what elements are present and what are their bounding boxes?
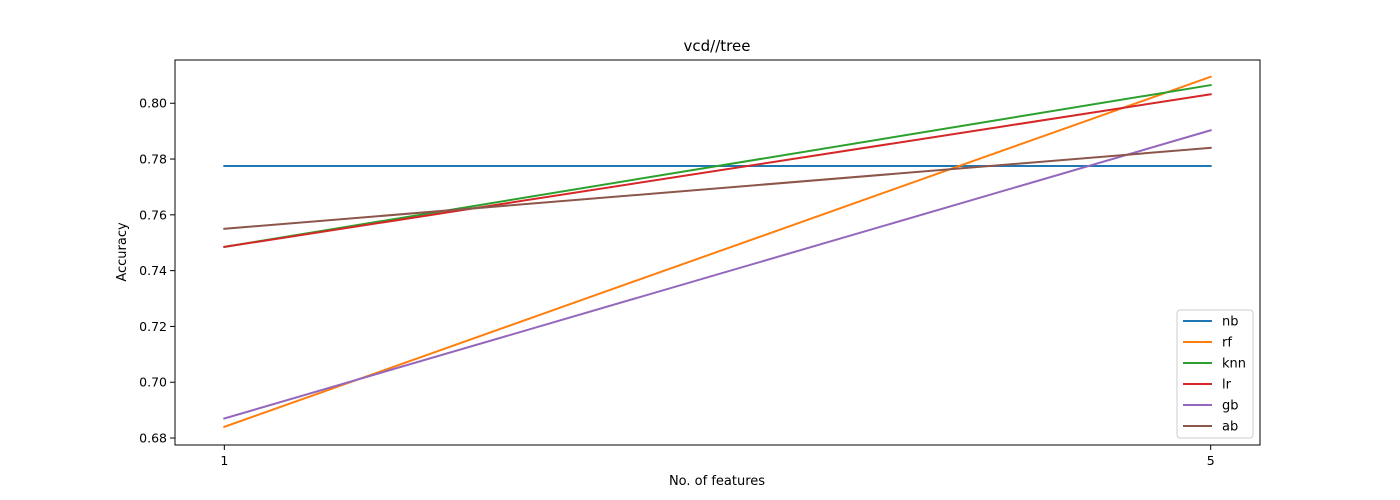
legend-label-ab: ab xyxy=(1222,420,1238,435)
series-layer xyxy=(223,75,1212,429)
y-tick-label: 0.68 xyxy=(139,431,167,446)
legend: nb rf knn lr gb ab xyxy=(1176,309,1254,439)
x-axis-label: No. of features xyxy=(669,474,765,489)
y-axis-label: Accuracy xyxy=(115,222,130,282)
y-tick-label: 0.80 xyxy=(139,96,167,111)
series-line-knn xyxy=(223,83,1212,249)
legend-label-knn: knn xyxy=(1222,357,1246,372)
series-line-lr xyxy=(223,93,1212,249)
x-tick-label: 5 xyxy=(1207,453,1215,468)
y-tick-label: 0.76 xyxy=(139,207,167,222)
series-line-rf xyxy=(223,75,1212,429)
legend-label-gb: gb xyxy=(1222,399,1239,414)
y-tick-label: 0.72 xyxy=(139,319,167,334)
chart-title: vcd//tree xyxy=(684,37,751,55)
plot-frame xyxy=(174,59,1261,446)
legend-label-lr: lr xyxy=(1222,378,1232,393)
legend-label-nb: nb xyxy=(1222,315,1239,330)
y-tick-label: 0.78 xyxy=(139,152,167,167)
x-tick-label: 1 xyxy=(220,453,228,468)
series-line-gb xyxy=(223,129,1212,420)
series-line-ab xyxy=(223,146,1212,230)
y-tick-label: 0.70 xyxy=(139,375,167,390)
y-axis-ticks: 0.68 0.70 0.72 0.74 0.76 0.78 0.80 xyxy=(139,96,175,446)
legend-box xyxy=(1176,309,1254,439)
y-tick-label: 0.74 xyxy=(139,263,167,278)
legend-label-rf: rf xyxy=(1222,336,1232,351)
